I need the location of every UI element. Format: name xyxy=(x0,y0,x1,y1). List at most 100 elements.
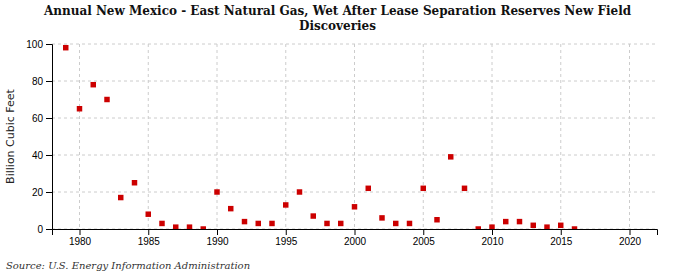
y-tick-mark xyxy=(46,192,52,193)
x-tick-label: 1990 xyxy=(206,236,229,247)
y-axis-line xyxy=(46,45,53,230)
y-tick-label: 40 xyxy=(32,150,44,161)
point xyxy=(489,224,494,229)
y-tick: 60 xyxy=(32,113,52,124)
point xyxy=(77,106,82,111)
point xyxy=(283,202,288,207)
x-tick-mark xyxy=(148,229,149,235)
point xyxy=(531,223,536,228)
y-tick-mark xyxy=(46,118,52,119)
x-tick: 1995 xyxy=(275,229,298,247)
y-tick-label: 100 xyxy=(26,39,43,50)
point xyxy=(558,223,563,228)
x-tick-label: 2000 xyxy=(344,236,367,247)
x-tick-label: 2015 xyxy=(550,236,573,247)
x-tick-mark xyxy=(630,229,631,235)
x-tick-mark xyxy=(492,229,493,235)
title-line: Discoveries xyxy=(299,19,376,33)
point xyxy=(104,97,109,102)
grid-line-x xyxy=(148,44,149,229)
title: Annual New Mexico - East Natural Gas, We… xyxy=(43,4,632,33)
grid xyxy=(52,44,657,229)
grid-line-x xyxy=(79,44,80,229)
point xyxy=(146,211,151,216)
point xyxy=(297,189,302,194)
x-tick-mark xyxy=(423,229,424,235)
y-axis: 0 20 40 60 80 100 xyxy=(26,39,52,235)
y-tick-mark xyxy=(46,81,52,82)
x-tick-label: 1985 xyxy=(138,236,161,247)
y-tick-label: 60 xyxy=(32,113,44,124)
y-tick-label: 80 xyxy=(32,76,44,87)
x-tick-label: 2020 xyxy=(619,236,642,247)
point xyxy=(201,226,206,229)
y-tick: 40 xyxy=(32,150,52,161)
point xyxy=(311,213,316,218)
point xyxy=(352,204,357,209)
point xyxy=(407,221,412,226)
y-axis-title: Billion Cubic Feet xyxy=(4,88,17,183)
title-line: Annual New Mexico - East Natural Gas, We… xyxy=(43,4,632,18)
x-tick-mark xyxy=(561,229,562,235)
x-tick-mark xyxy=(286,229,287,235)
point xyxy=(421,186,426,191)
y-tick-label: 0 xyxy=(37,224,43,235)
point xyxy=(324,221,329,226)
point xyxy=(393,221,398,226)
x-tick: 2005 xyxy=(413,229,436,247)
x-tick-label: 1980 xyxy=(69,236,92,247)
point xyxy=(517,219,522,224)
grid-line-y xyxy=(52,44,657,45)
point xyxy=(544,224,549,229)
grid-line-x xyxy=(492,44,493,229)
point xyxy=(173,224,178,229)
x-tick: 1980 xyxy=(69,229,92,247)
point xyxy=(159,221,164,226)
y-tick: 0 xyxy=(37,224,52,235)
point xyxy=(503,219,508,224)
point xyxy=(242,219,247,224)
point xyxy=(269,221,274,226)
x-tick: 1990 xyxy=(206,229,229,247)
grid-line-y xyxy=(52,192,657,193)
x-tick: 2015 xyxy=(550,229,573,247)
point xyxy=(63,45,68,50)
point xyxy=(187,224,192,229)
y-tick: 20 xyxy=(32,187,52,198)
grid-line-y xyxy=(52,118,657,119)
grid-line-x xyxy=(285,44,286,229)
y-tick: 100 xyxy=(26,39,52,50)
y-tick-mark xyxy=(46,155,52,156)
y-tick-label: 20 xyxy=(32,187,44,198)
grid-line-x xyxy=(354,44,355,229)
x-tick-label: 2005 xyxy=(413,236,436,247)
y-tick: 80 xyxy=(32,76,52,87)
point xyxy=(476,226,481,229)
y-tick-mark xyxy=(46,44,52,45)
point xyxy=(228,206,233,211)
x-tick: 2010 xyxy=(481,229,504,247)
x-tick-mark xyxy=(355,229,356,235)
point xyxy=(132,180,137,185)
point xyxy=(448,154,453,159)
points xyxy=(63,45,577,229)
grid-line-y xyxy=(52,155,657,156)
plot-area: 1980 1985 1990 1995 2000 2005 2010 2015 2020 0 20 4… xyxy=(26,39,657,247)
point xyxy=(91,82,96,87)
grid-line-y xyxy=(52,81,657,82)
point xyxy=(366,186,371,191)
point xyxy=(118,195,123,200)
x-axis: 1980 1985 1990 1995 2000 2005 2010 2015 2020 xyxy=(53,229,658,247)
x-tick: 2020 xyxy=(619,229,642,247)
point xyxy=(434,217,439,222)
y-tick-mark xyxy=(46,229,52,230)
x-tick: 1985 xyxy=(138,229,161,247)
grid-line-x xyxy=(217,44,218,229)
x-tick-mark xyxy=(217,229,218,235)
source: Source: U.S. Energy Information Administ… xyxy=(6,260,250,271)
grid-line-x xyxy=(560,44,561,229)
point xyxy=(256,221,261,226)
x-tick-mark xyxy=(80,229,81,235)
grid-line-x xyxy=(423,44,424,229)
chart-svg: 1980 1985 1990 1995 2000 2005 2010 2015 2020 0 20 4… xyxy=(0,0,675,275)
